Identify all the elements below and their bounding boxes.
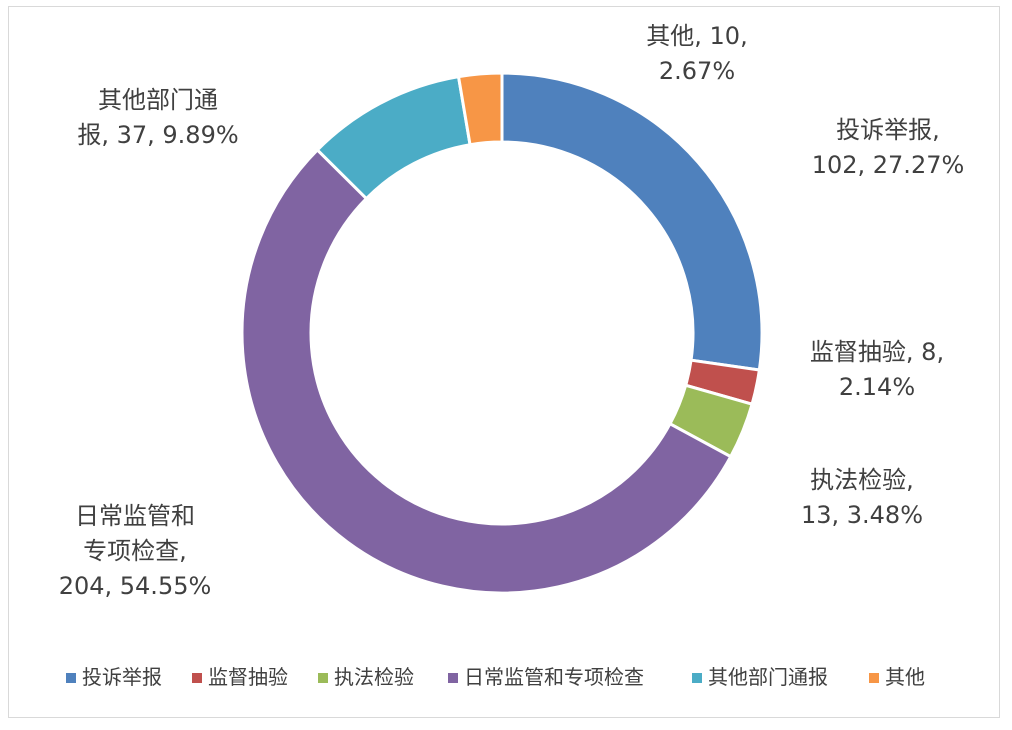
data-label-1-line-1: 2.14% (839, 373, 915, 401)
data-labels: 投诉举报, 102, 27.27% 监督抽验, 8, 2.14% 执法检验, 13, 3.… (59, 22, 965, 600)
legend-label-1: 监督抽验 (208, 665, 288, 689)
data-label-5-line-1: 2.67% (659, 57, 735, 85)
legend-label-4: 其他部门通报 (708, 665, 828, 689)
data-label-4-line-1: 报, 37, 9.89% (77, 121, 238, 149)
data-label-3: 日常监管和专项检查, 204, 54.55% (59, 502, 212, 600)
legend-swatch-3 (448, 673, 458, 683)
legend: 投诉举报 监督抽验 执法检验 日常监管和专项检查 其他部门通报 其他 (66, 665, 925, 689)
data-label-0: 投诉举报, 102, 27.27% (812, 116, 965, 179)
legend-swatch-1 (192, 673, 202, 683)
data-label-3-line-1: 专项检查, (83, 537, 187, 565)
data-label-5-line-0: 其他, 10, (646, 22, 747, 50)
data-label-4-line-0: 其他部门通 (98, 86, 218, 114)
legend-label-5: 其他 (885, 665, 925, 689)
data-label-5: 其他, 10, 2.67% (646, 22, 747, 85)
legend-label-3: 日常监管和专项检查 (464, 665, 644, 689)
data-label-0-line-0: 投诉举报, (836, 116, 940, 144)
legend-swatch-0 (66, 673, 76, 683)
legend-label-2: 执法检验 (334, 665, 414, 689)
legend-label-0: 投诉举报 (82, 665, 162, 689)
data-label-1: 监督抽验, 8, 2.14% (810, 338, 944, 401)
legend-swatch-4 (692, 673, 702, 683)
legend-swatch-2 (318, 673, 328, 683)
data-label-2: 执法检验, 13, 3.48% (801, 466, 923, 529)
slice-0 (500, 71, 764, 372)
data-label-1-line-0: 监督抽验, 8, (810, 338, 944, 366)
legend-swatch-5 (869, 673, 879, 683)
data-label-2-line-0: 执法检验, (810, 466, 914, 494)
data-label-4: 其他部门通报, 37, 9.89% (77, 86, 238, 149)
slice-3 (240, 147, 733, 595)
donut-slices (240, 71, 764, 595)
data-label-3-line-2: 204, 54.55% (59, 572, 212, 600)
data-label-3-line-0: 日常监管和 (75, 502, 195, 530)
data-label-0-line-1: 102, 27.27% (812, 151, 965, 179)
data-label-2-line-1: 13, 3.48% (801, 501, 923, 529)
slice-5 (456, 71, 504, 147)
